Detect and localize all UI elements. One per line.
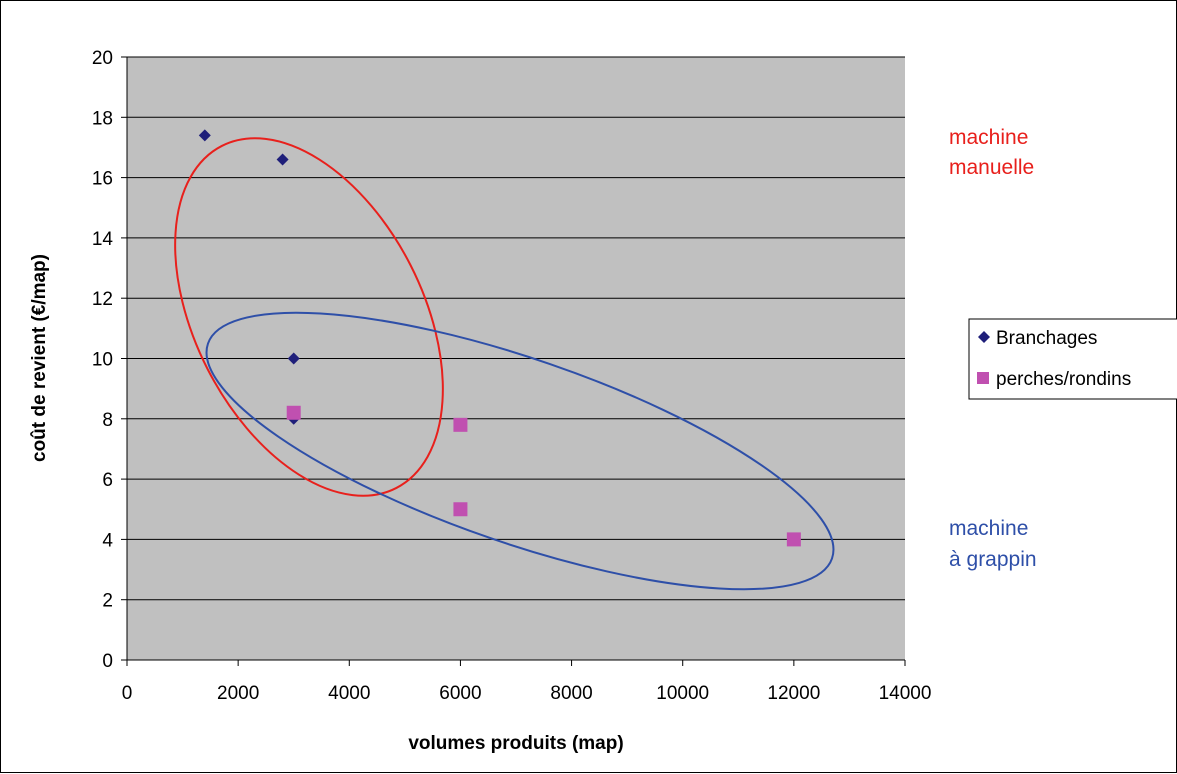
x-tick-label: 8000 [550, 683, 592, 704]
point-perches-rondins [453, 417, 468, 432]
legend-marker-perches [977, 372, 989, 384]
point-perches-rondins [286, 405, 301, 420]
data-points [198, 129, 801, 547]
legend: Branchages perches/rondins [968, 318, 1177, 400]
legend-box [968, 318, 1177, 400]
x-tick-label: 14000 [879, 683, 932, 704]
annotation-machine-grappin-line1: machine [949, 517, 1028, 540]
y-tick-label: 18 [92, 108, 113, 129]
y-tick-label: 20 [92, 48, 113, 69]
x-axis: 0 2000 4000 6000 8000 10000 12000 14000 [122, 659, 932, 704]
y-tick-label: 10 [92, 350, 113, 371]
point-branchages [287, 352, 300, 365]
x-axis-title: volumes produits (map) [408, 733, 623, 754]
x-tick-label: 4000 [328, 683, 370, 704]
y-tick-label: 0 [102, 651, 113, 672]
x-tick-label: 6000 [439, 683, 481, 704]
y-tick-label: 16 [92, 169, 113, 190]
ellipse-machine-manuelle [174, 137, 444, 497]
annotation-machine-manuelle-line1: machine [949, 126, 1028, 149]
y-tick-label: 8 [102, 410, 113, 431]
legend-label-branchages: Branchages [996, 328, 1097, 349]
y-tick-label: 14 [92, 229, 114, 250]
point-branchages [276, 153, 289, 166]
annotation-machine-manuelle-line2: manuelle [949, 156, 1034, 179]
y-tick-label: 12 [92, 289, 113, 310]
point-perches-rondins [453, 502, 468, 517]
x-tick-label: 12000 [767, 683, 820, 704]
y-tick-label: 2 [102, 591, 113, 612]
annotation-machine-grappin-line2: à grappin [949, 548, 1037, 571]
legend-label-perches: perches/rondins [996, 369, 1131, 390]
point-perches-rondins [786, 532, 801, 547]
y-axis-title: coût de revient (€/map) [29, 254, 50, 462]
y-tick-label: 4 [102, 530, 113, 551]
y-axis: 0 2 4 6 8 10 12 14 16 18 20 [92, 48, 128, 672]
legend-marker-branchages [978, 331, 990, 343]
x-tick-label: 10000 [656, 683, 709, 704]
grid-lines [127, 56, 905, 601]
y-tick-label: 6 [102, 470, 113, 491]
x-tick-label: 2000 [217, 683, 259, 704]
point-branchages [198, 129, 211, 142]
x-tick-label: 0 [122, 683, 133, 704]
ellipse-machine-grappin [205, 311, 835, 591]
